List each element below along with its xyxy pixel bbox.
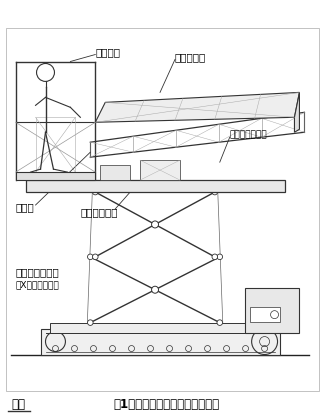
Text: ベースデッキ: ベースデッキ [80, 207, 118, 217]
Circle shape [212, 254, 217, 260]
Text: 昇　降　装　置: 昇 降 装 置 [16, 267, 59, 277]
Circle shape [152, 286, 159, 293]
Circle shape [217, 320, 222, 325]
Text: （X字状リンク）: （X字状リンク） [16, 280, 59, 289]
Circle shape [88, 254, 93, 260]
Circle shape [88, 320, 93, 325]
Circle shape [212, 189, 217, 195]
Bar [41, 329, 280, 354]
Text: コンテナ台: コンテナ台 [175, 53, 206, 63]
Circle shape [217, 254, 222, 260]
Circle shape [93, 189, 98, 195]
Bar [140, 160, 180, 180]
Polygon shape [95, 93, 299, 122]
Text: 図１: 図１ [12, 398, 26, 411]
Text: ブーム: ブーム [16, 202, 35, 212]
Bar [250, 306, 280, 322]
Text: ゴンドラ: ゴンドラ [95, 48, 120, 58]
Bar [16, 172, 95, 180]
Bar [245, 288, 299, 333]
Bar [36, 117, 75, 172]
Polygon shape [294, 93, 299, 132]
Circle shape [93, 254, 98, 260]
Bar [50, 323, 265, 333]
Bar [26, 180, 285, 192]
Bar [100, 165, 130, 180]
Text: コンテナデッキ: コンテナデッキ [230, 131, 267, 140]
Circle shape [152, 221, 159, 228]
Text: 図1　開発機の構造と各部の名称: 図1 開発機の構造と各部の名称 [113, 398, 219, 411]
Bar [6, 28, 319, 392]
